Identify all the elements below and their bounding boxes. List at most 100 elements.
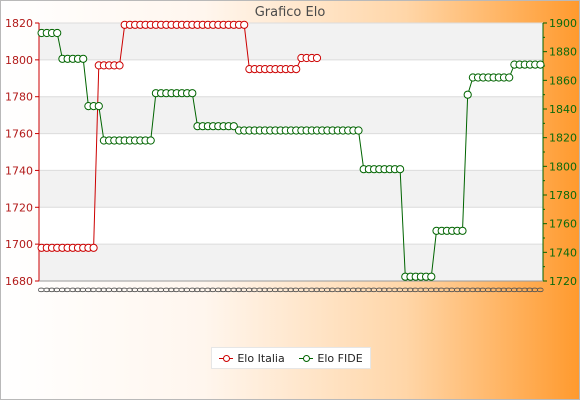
plot-band bbox=[39, 23, 543, 60]
legend-swatch-fide bbox=[299, 354, 314, 362]
x-tick-label: 0 bbox=[339, 287, 349, 293]
x-tick-label: 0 bbox=[84, 287, 94, 293]
y-left-tick-label: 1760 bbox=[5, 128, 33, 141]
x-tick-label: 0 bbox=[282, 287, 292, 293]
legend-item-italia[interactable]: Elo Italia bbox=[219, 352, 285, 365]
x-tick-label: 0 bbox=[360, 287, 370, 293]
x-tick-label: 0 bbox=[209, 287, 219, 293]
x-tick-label: 0 bbox=[168, 287, 178, 293]
x-tick-label: 0 bbox=[401, 287, 411, 293]
x-tick-label: 0 bbox=[396, 287, 406, 293]
x-tick-label: 0 bbox=[479, 287, 489, 293]
x-tick-label: 0 bbox=[105, 287, 115, 293]
x-tick-label: 0 bbox=[375, 287, 385, 293]
y-right-tick-label: 1880 bbox=[549, 46, 577, 59]
x-tick-label: 0 bbox=[100, 287, 110, 293]
y-left-tick-label: 1740 bbox=[5, 164, 33, 177]
x-tick-label: 0 bbox=[183, 287, 193, 293]
x-tick-label: 0 bbox=[370, 287, 380, 293]
y-left-tick-label: 1780 bbox=[5, 91, 33, 104]
x-tick-label: 0 bbox=[90, 287, 100, 293]
x-tick-label: 0 bbox=[344, 287, 354, 293]
y-left-tick-label: 1820 bbox=[5, 17, 33, 30]
point-fide bbox=[229, 122, 238, 131]
point-fide bbox=[354, 126, 363, 135]
x-tick-label: 0 bbox=[334, 287, 344, 293]
point-fide bbox=[463, 90, 472, 99]
x-tick-label: 0 bbox=[510, 287, 520, 293]
legend-label-fide: Elo FIDE bbox=[317, 351, 363, 365]
legend-item-fide[interactable]: Elo FIDE bbox=[299, 351, 363, 365]
x-tick-label: 0 bbox=[355, 287, 365, 293]
x-tick-label: 0 bbox=[495, 287, 505, 293]
x-tick-label: 0 bbox=[417, 287, 427, 293]
y-right-tick-label: 1760 bbox=[549, 218, 577, 231]
x-tick-label: 0 bbox=[121, 287, 131, 293]
y-right-tick-label: 1900 bbox=[549, 17, 577, 30]
x-tick-label: 0 bbox=[381, 287, 391, 293]
y-left-tick-label: 1720 bbox=[5, 201, 33, 214]
x-tick-label: 0 bbox=[199, 287, 209, 293]
x-tick-label: 0 bbox=[318, 287, 328, 293]
y-right-tick-label: 1820 bbox=[549, 132, 577, 145]
point-fide bbox=[396, 165, 405, 174]
x-tick-label: 0 bbox=[303, 287, 313, 293]
x-tick-label: 0 bbox=[516, 287, 526, 293]
legend: Elo Italia Elo FIDE bbox=[211, 347, 371, 369]
x-tick-label: 0 bbox=[116, 287, 126, 293]
point-italia bbox=[115, 61, 124, 70]
x-tick-label: 0 bbox=[95, 287, 105, 293]
y-right-tick-label: 1800 bbox=[549, 160, 577, 173]
x-tick-label: 0 bbox=[147, 287, 157, 293]
x-tick-label: 0 bbox=[110, 287, 120, 293]
legend-swatch-italia bbox=[219, 354, 234, 362]
x-tick-label: 0 bbox=[173, 287, 183, 293]
x-tick-label: 0 bbox=[386, 287, 396, 293]
x-tick-label: 0 bbox=[74, 287, 84, 293]
x-tick-label: 0 bbox=[329, 287, 339, 293]
x-tick-label: 0 bbox=[287, 287, 297, 293]
x-tick-label: 0 bbox=[157, 287, 167, 293]
x-tick-label: 0 bbox=[235, 287, 245, 293]
x-tick-label: 0 bbox=[225, 287, 235, 293]
x-tick-label: 0 bbox=[433, 287, 443, 293]
point-fide bbox=[94, 102, 103, 111]
x-tick-label: 0 bbox=[521, 287, 531, 293]
x-tick-label: 0 bbox=[136, 287, 146, 293]
x-tick-label: 0 bbox=[474, 287, 484, 293]
x-tick-label: 0 bbox=[469, 287, 479, 293]
x-tick-label: 0 bbox=[277, 287, 287, 293]
point-italia bbox=[240, 20, 249, 29]
x-tick-label: 0 bbox=[256, 287, 266, 293]
x-tick-label: 0 bbox=[349, 287, 359, 293]
x-tick-label: 0 bbox=[48, 287, 58, 293]
x-tick-label: 0 bbox=[251, 287, 261, 293]
point-italia bbox=[292, 65, 301, 74]
y-left-tick-label: 1700 bbox=[5, 238, 33, 251]
x-tick-label: 0 bbox=[308, 287, 318, 293]
x-tick-label: 0 bbox=[152, 287, 162, 293]
y-left-tick-label: 1680 bbox=[5, 275, 33, 288]
x-tick-label: 0 bbox=[204, 287, 214, 293]
chart-title: Grafico Elo bbox=[254, 5, 326, 20]
x-tick-label: 0 bbox=[38, 287, 48, 293]
x-tick-label: 0 bbox=[261, 287, 271, 293]
x-tick-label: 0 bbox=[53, 287, 63, 293]
x-tick-label: 0 bbox=[443, 287, 453, 293]
x-tick-label: 0 bbox=[271, 287, 281, 293]
plot-band bbox=[39, 170, 543, 208]
x-tick-label: 0 bbox=[313, 287, 323, 293]
x-tick-label: 0 bbox=[69, 287, 79, 293]
point-fide bbox=[505, 73, 514, 82]
point-fide bbox=[188, 89, 197, 98]
x-tick-label: 0 bbox=[162, 287, 172, 293]
x-tick-label: 0 bbox=[131, 287, 141, 293]
x-tick-label: 0 bbox=[126, 287, 136, 293]
plot-band bbox=[39, 244, 543, 281]
x-tick-label: 0 bbox=[500, 287, 510, 293]
x-tick-label: 0 bbox=[292, 287, 302, 293]
point-italia bbox=[89, 243, 98, 252]
x-tick-label: 0 bbox=[245, 287, 255, 293]
